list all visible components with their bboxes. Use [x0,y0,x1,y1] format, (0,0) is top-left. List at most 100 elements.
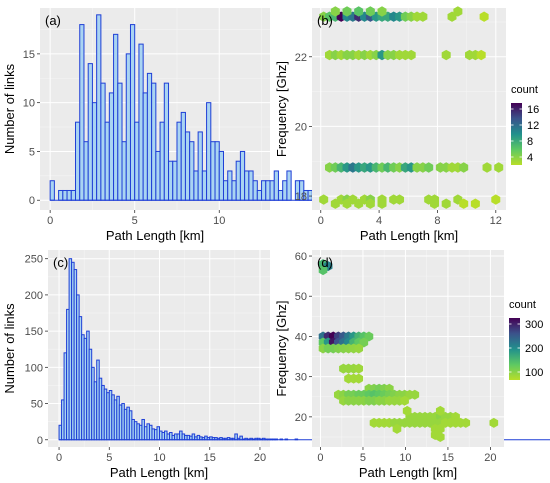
bars [58,258,550,441]
hex-cell [354,6,364,17]
histogram-bar [142,92,148,201]
histogram-bar [231,180,237,201]
hex-cell [461,417,471,428]
legend-label: 8 [527,136,533,148]
x-tick-label: 0 [47,215,53,227]
histogram-bar [66,189,72,201]
y-tick-label: 20 [295,412,307,424]
histogram-bar [256,189,263,201]
y-tick-label: 150 [25,326,43,338]
histogram-bar [83,141,89,201]
hex-cell [489,417,499,428]
hex-cell [354,343,364,354]
colorbar [509,318,520,380]
y-axis-title: Frequency [Ghz] [274,61,289,157]
hex-cell [400,395,409,406]
hex-cells [318,259,499,442]
hex-cell [402,405,412,416]
histogram-bar [239,150,246,201]
histogram-bar [151,82,157,201]
histogram-bar [96,14,102,201]
y-tick-label: 40 [295,331,307,343]
x-tick-label: 0 [318,215,324,227]
histogram-bar [307,189,313,201]
x-tick-label: 5 [360,452,366,464]
histogram-bar [214,141,220,201]
hex-cell [424,162,434,173]
hex-cell [406,49,416,61]
histogram-bar [163,82,170,201]
hex-cell [441,198,451,209]
hex-cell [354,373,364,384]
panel-d: count 300 200 100 0 5 10 15 20 20 30 40 50 60 Path Len… [274,250,543,480]
histogram-bar [210,141,216,201]
histogram-bar [282,180,288,201]
x-tick-label: 4 [376,215,382,227]
hex-cell [418,11,428,22]
x-tick-label: 10 [153,452,165,464]
histogram-bar [206,102,212,201]
hex-cell [377,6,387,17]
histogram-bar [227,170,233,201]
hex-cell [330,198,340,209]
y-tick-label: 5 [29,146,35,158]
hex-cells [319,6,504,209]
x-axis-title: Path Length [km] [106,228,204,243]
panel-b: count 16 12 8 4 0 4 8 12 18 20 22 Path Length [km] Fr… [274,6,539,243]
y-tick-label: 60 [295,251,307,263]
histogram-bar [184,131,191,201]
histogram-bar [277,189,284,201]
legend-label: 12 [527,120,539,132]
legend-label: 16 [527,104,539,116]
panel-tag: (d) [317,255,333,270]
histogram-bar [155,150,161,201]
histogram-bar [261,180,267,201]
hex-cell [354,198,364,209]
x-tick-label: 20 [484,452,496,464]
histogram-bar [235,160,241,201]
histogram-bar [159,121,165,201]
y-tick-label: 22 [295,52,307,64]
colorbar [511,103,522,165]
y-tick-label: 250 [25,254,43,266]
colorbar-legend: count 16 12 8 4 [511,84,539,165]
y-tick-label: 30 [295,372,307,384]
y-tick-label: 0 [29,195,35,207]
hex-cell [435,431,445,442]
panel-background [312,8,506,210]
y-tick-label: 200 [25,290,43,302]
histogram-bar [104,121,110,201]
histogram-bar [176,121,182,201]
histogram-bar [62,189,68,201]
x-tick-label: 15 [442,452,454,464]
hex-cell [494,162,504,173]
y-tick-label: 100 [25,362,43,374]
x-tick-label: 10 [399,452,411,464]
legend-label: 100 [525,367,543,379]
histogram-bar [218,150,224,201]
histogram-bar [100,82,106,201]
hex-cell [365,198,375,209]
hex-cell [459,162,469,173]
hex-cell [342,198,352,209]
hex-cell [491,194,501,205]
histogram-bar [222,180,229,201]
x-axis-title: Path Length [km] [110,465,208,480]
hex-cell [318,265,328,276]
panel-tag: (b) [317,13,333,28]
hex-cell [354,363,364,374]
panel-tag: (a) [45,13,61,28]
histogram-bar [193,170,199,201]
y-tick-label: 50 [295,291,307,303]
hex-cell [319,194,329,205]
bars [49,14,347,201]
x-tick-label: 20 [254,452,266,464]
hex-cell [410,389,420,400]
histogram-bar [70,189,77,201]
colorbar-legend: count 300 200 100 [509,299,543,380]
hex-cell [364,331,374,342]
histogram-bar [91,102,98,201]
x-tick-label: 5 [106,452,112,464]
